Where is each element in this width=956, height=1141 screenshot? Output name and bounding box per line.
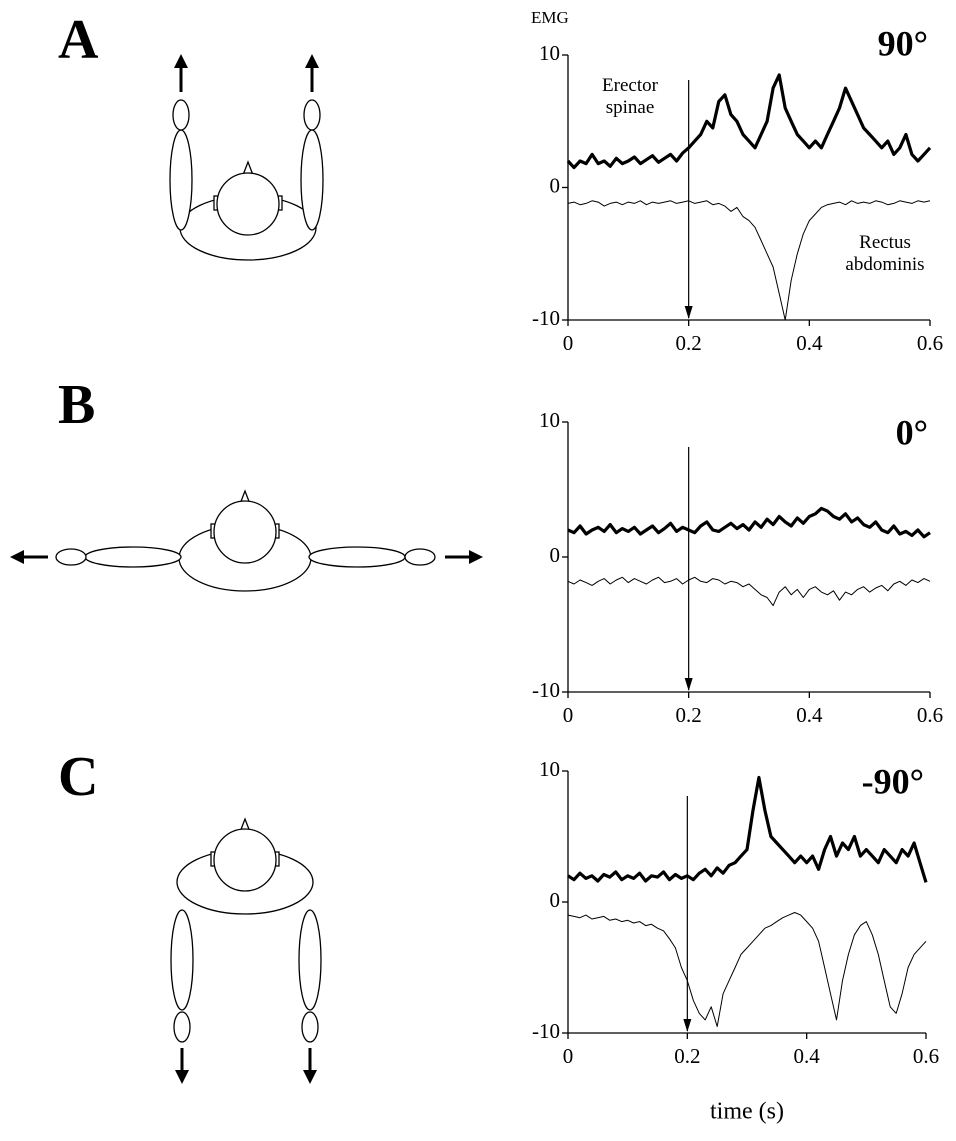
x-tick-label: 0	[563, 331, 574, 355]
series-label: Rectus abdominis	[845, 232, 925, 275]
stimulus-arrowhead	[684, 306, 693, 319]
panel-label: A	[58, 9, 99, 71]
y-tick-label: 10	[539, 408, 560, 432]
x-tick-label: 0.2	[676, 331, 702, 355]
y-tick-label: 10	[539, 41, 560, 65]
y-axis-label: EMG	[531, 8, 569, 27]
stimulus-arrowhead	[683, 1019, 692, 1032]
x-tick-label: 0.2	[676, 703, 702, 727]
panel-label: B	[58, 374, 95, 436]
chart-title: 0°	[896, 412, 928, 452]
x-tick-label: 0.4	[794, 1044, 821, 1068]
emg-trace	[566, 73, 932, 170]
emg-trace	[567, 576, 931, 607]
x-tick-label: 0	[563, 703, 574, 727]
emg-trace	[567, 775, 928, 883]
diagram-arms-down	[170, 817, 322, 1084]
x-tick-label: 0	[563, 1044, 574, 1068]
x-axis-label: time (s)	[710, 1099, 784, 1125]
y-tick-label: 0	[550, 888, 561, 912]
series-label: Erector spinae	[602, 75, 658, 118]
y-tick-label: -10	[532, 678, 560, 702]
emg-trace	[567, 200, 931, 321]
diagram-arms-out	[10, 489, 483, 592]
y-tick-label: -10	[532, 306, 560, 330]
x-tick-label: 0.4	[796, 703, 823, 727]
diagram-arms-up	[169, 54, 324, 261]
emg-trace	[567, 506, 931, 539]
chart-title: -90°	[862, 761, 924, 801]
chart-title: 90°	[878, 23, 928, 63]
series-label-box: Rectus abdominis	[845, 232, 925, 275]
series-label-box: Erector spinae	[602, 75, 658, 118]
x-tick-label: 0.6	[917, 703, 943, 727]
stimulus-arrowhead	[684, 678, 693, 691]
y-tick-label: -10	[532, 1019, 560, 1043]
y-tick-label: 10	[539, 757, 560, 781]
emg-trace	[567, 912, 927, 1027]
x-tick-label: 0.6	[913, 1044, 939, 1068]
x-tick-label: 0.6	[917, 331, 943, 355]
x-tick-label: 0.2	[674, 1044, 700, 1068]
panel-label: C	[58, 746, 98, 808]
y-tick-label: 0	[550, 173, 561, 197]
y-tick-label: 0	[550, 543, 561, 567]
x-tick-label: 0.4	[796, 331, 823, 355]
